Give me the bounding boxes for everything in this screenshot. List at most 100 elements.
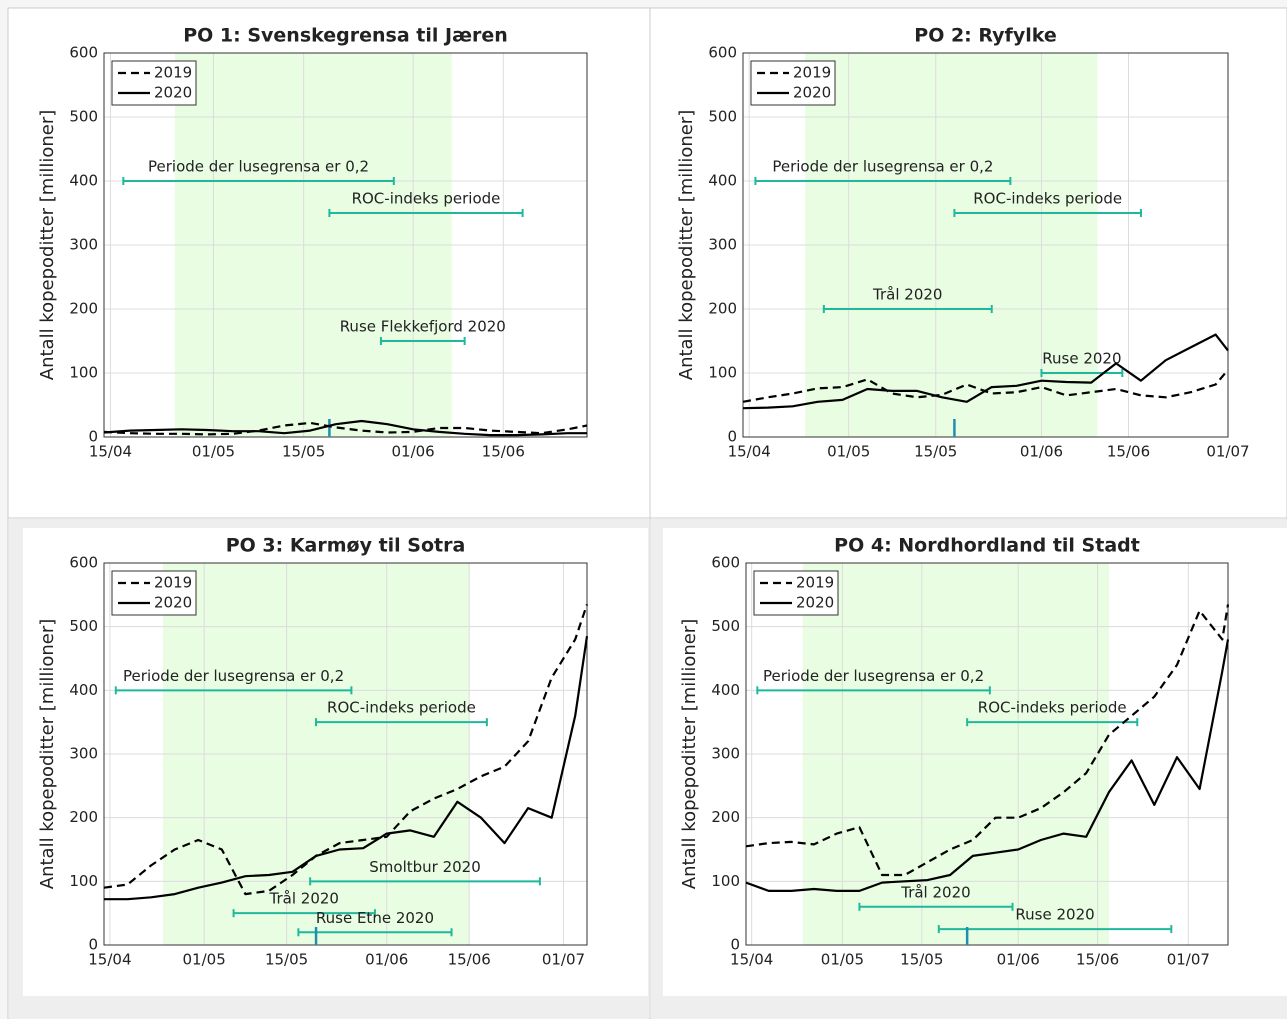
chart: 0 100 200 300 400 500 600 15/04 01/05 15/05 01/06 1… <box>676 25 1250 461</box>
legend-label: 2020 <box>796 594 834 612</box>
series-line <box>742 333 1229 410</box>
interval-label: Periode der lusegrensa er 0,2 <box>772 158 993 176</box>
y-tick-label: 600 <box>708 44 737 62</box>
legend-label: 2020 <box>154 594 192 612</box>
y-tick-label: 400 <box>708 172 737 190</box>
y-tick-label: 100 <box>69 872 98 890</box>
y-tick-label: 400 <box>69 172 98 190</box>
legend-label: 2019 <box>154 64 192 82</box>
chart: 0 100 200 300 400 500 600 15/04 01/05 15/05 01/06 1… <box>679 535 1230 969</box>
legend-box <box>753 570 839 616</box>
interval-label: ROC-indeks periode <box>978 699 1127 717</box>
x-tick-label: 01/07 <box>542 951 585 969</box>
x-tick-label: 01/07 <box>1167 951 1210 969</box>
y-axis-label: Antall kopepoditter [millioner] <box>679 619 700 889</box>
x-tick-label: 15/06 <box>448 951 491 969</box>
interval-label: Ruse 2020 <box>1042 350 1121 368</box>
y-tick-label: 500 <box>69 617 98 635</box>
interval-label: Periode der lusegrensa er 0,2 <box>148 158 369 176</box>
y-tick-label: 0 <box>727 428 737 446</box>
axes-box <box>103 562 588 946</box>
interval-label: Ruse Etne 2020 <box>316 909 434 927</box>
legend-label: 2020 <box>154 84 192 102</box>
x-tick-label: 01/06 <box>997 951 1040 969</box>
legend-label: 2020 <box>793 84 831 102</box>
y-tick-label: 300 <box>69 745 98 763</box>
y-tick-label: 600 <box>711 554 740 572</box>
interval-label: Periode der lusegrensa er 0,2 <box>123 667 344 685</box>
series-line <box>104 636 589 901</box>
x-tick-label: 15/05 <box>265 951 308 969</box>
series-line <box>745 639 1230 892</box>
y-tick-label: 500 <box>708 108 737 126</box>
chart: 0 100 200 300 400 500 600 15/04 01/05 15/05 01/06 1… <box>37 535 589 969</box>
interval-label: ROC-indeks periode <box>352 190 501 208</box>
x-tick-label: 01/07 <box>1206 443 1249 461</box>
x-tick-label: 15/04 <box>728 443 771 461</box>
y-tick-label: 300 <box>708 236 737 254</box>
y-tick-label: 100 <box>69 364 98 382</box>
x-tick-label: 15/05 <box>900 951 943 969</box>
y-tick-label: 100 <box>708 364 737 382</box>
x-tick-label: 15/04 <box>89 443 132 461</box>
x-tick-label: 01/06 <box>392 443 435 461</box>
y-tick-label: 600 <box>69 44 98 62</box>
y-axis-label: Antall kopepoditter [millioner] <box>37 619 58 889</box>
y-tick-label: 200 <box>69 808 98 826</box>
interval-label: Ruse 2020 <box>1015 906 1094 924</box>
interval-label: Trål 2020 <box>900 883 970 901</box>
x-tick-label: 15/06 <box>1076 951 1119 969</box>
y-tick-label: 200 <box>711 808 740 826</box>
x-tick-label: 01/06 <box>365 951 408 969</box>
interval-label: Ruse Flekkefjord 2020 <box>340 318 506 336</box>
x-tick-label: 15/05 <box>282 443 325 461</box>
y-tick-label: 500 <box>69 108 98 126</box>
y-tick-label: 300 <box>711 745 740 763</box>
chart-title: PO 2: Ryfylke <box>914 25 1056 47</box>
series-line <box>742 369 1229 403</box>
series-line <box>103 421 588 436</box>
series-line <box>103 419 587 437</box>
legend-label: 2019 <box>796 574 834 592</box>
y-tick-label: 0 <box>88 936 98 954</box>
legend-box <box>111 60 197 106</box>
y-tick-label: 0 <box>730 936 740 954</box>
y-tick-label: 400 <box>711 681 740 699</box>
x-tick-label: 01/06 <box>1020 443 1063 461</box>
y-tick-label: 0 <box>88 428 98 446</box>
x-tick-label: 15/06 <box>482 443 525 461</box>
y-tick-label: 300 <box>69 236 98 254</box>
interval-label: ROC-indeks periode <box>973 190 1122 208</box>
interval-label: ROC-indeks periode <box>327 699 476 717</box>
chart-title: PO 3: Karmøy til Sotra <box>226 535 466 557</box>
x-tick-label: 15/04 <box>88 951 131 969</box>
chart-title: PO 4: Nordhordland til Stadt <box>834 535 1140 557</box>
x-tick-label: 15/06 <box>1107 443 1150 461</box>
axes-box <box>745 562 1229 946</box>
y-tick-label: 500 <box>711 617 740 635</box>
y-tick-label: 200 <box>69 300 98 318</box>
y-tick-label: 100 <box>711 872 740 890</box>
y-tick-label: 200 <box>708 300 737 318</box>
legend-label: 2019 <box>793 64 831 82</box>
legend-box <box>750 60 836 106</box>
x-tick-label: 01/05 <box>192 443 235 461</box>
x-tick-label: 01/05 <box>183 951 226 969</box>
x-tick-label: 01/05 <box>827 443 870 461</box>
x-tick-label: 01/05 <box>821 951 864 969</box>
legend-box <box>111 570 197 616</box>
interval-label: Trål 2020 <box>269 890 339 908</box>
interval-label: Smoltbur 2020 <box>369 858 481 876</box>
interval-label: Periode der lusegrensa er 0,2 <box>763 667 984 685</box>
y-axis-label: Antall kopepoditter [millioner] <box>676 110 697 380</box>
axes-box <box>103 52 588 438</box>
y-tick-label: 600 <box>69 554 98 572</box>
y-tick-label: 400 <box>69 681 98 699</box>
interval-label: Trål 2020 <box>872 286 942 304</box>
y-axis-label: Antall kopepoditter [millioner] <box>37 110 58 380</box>
x-tick-label: 15/04 <box>730 951 773 969</box>
axes-box <box>742 52 1229 438</box>
series-line <box>745 604 1230 877</box>
